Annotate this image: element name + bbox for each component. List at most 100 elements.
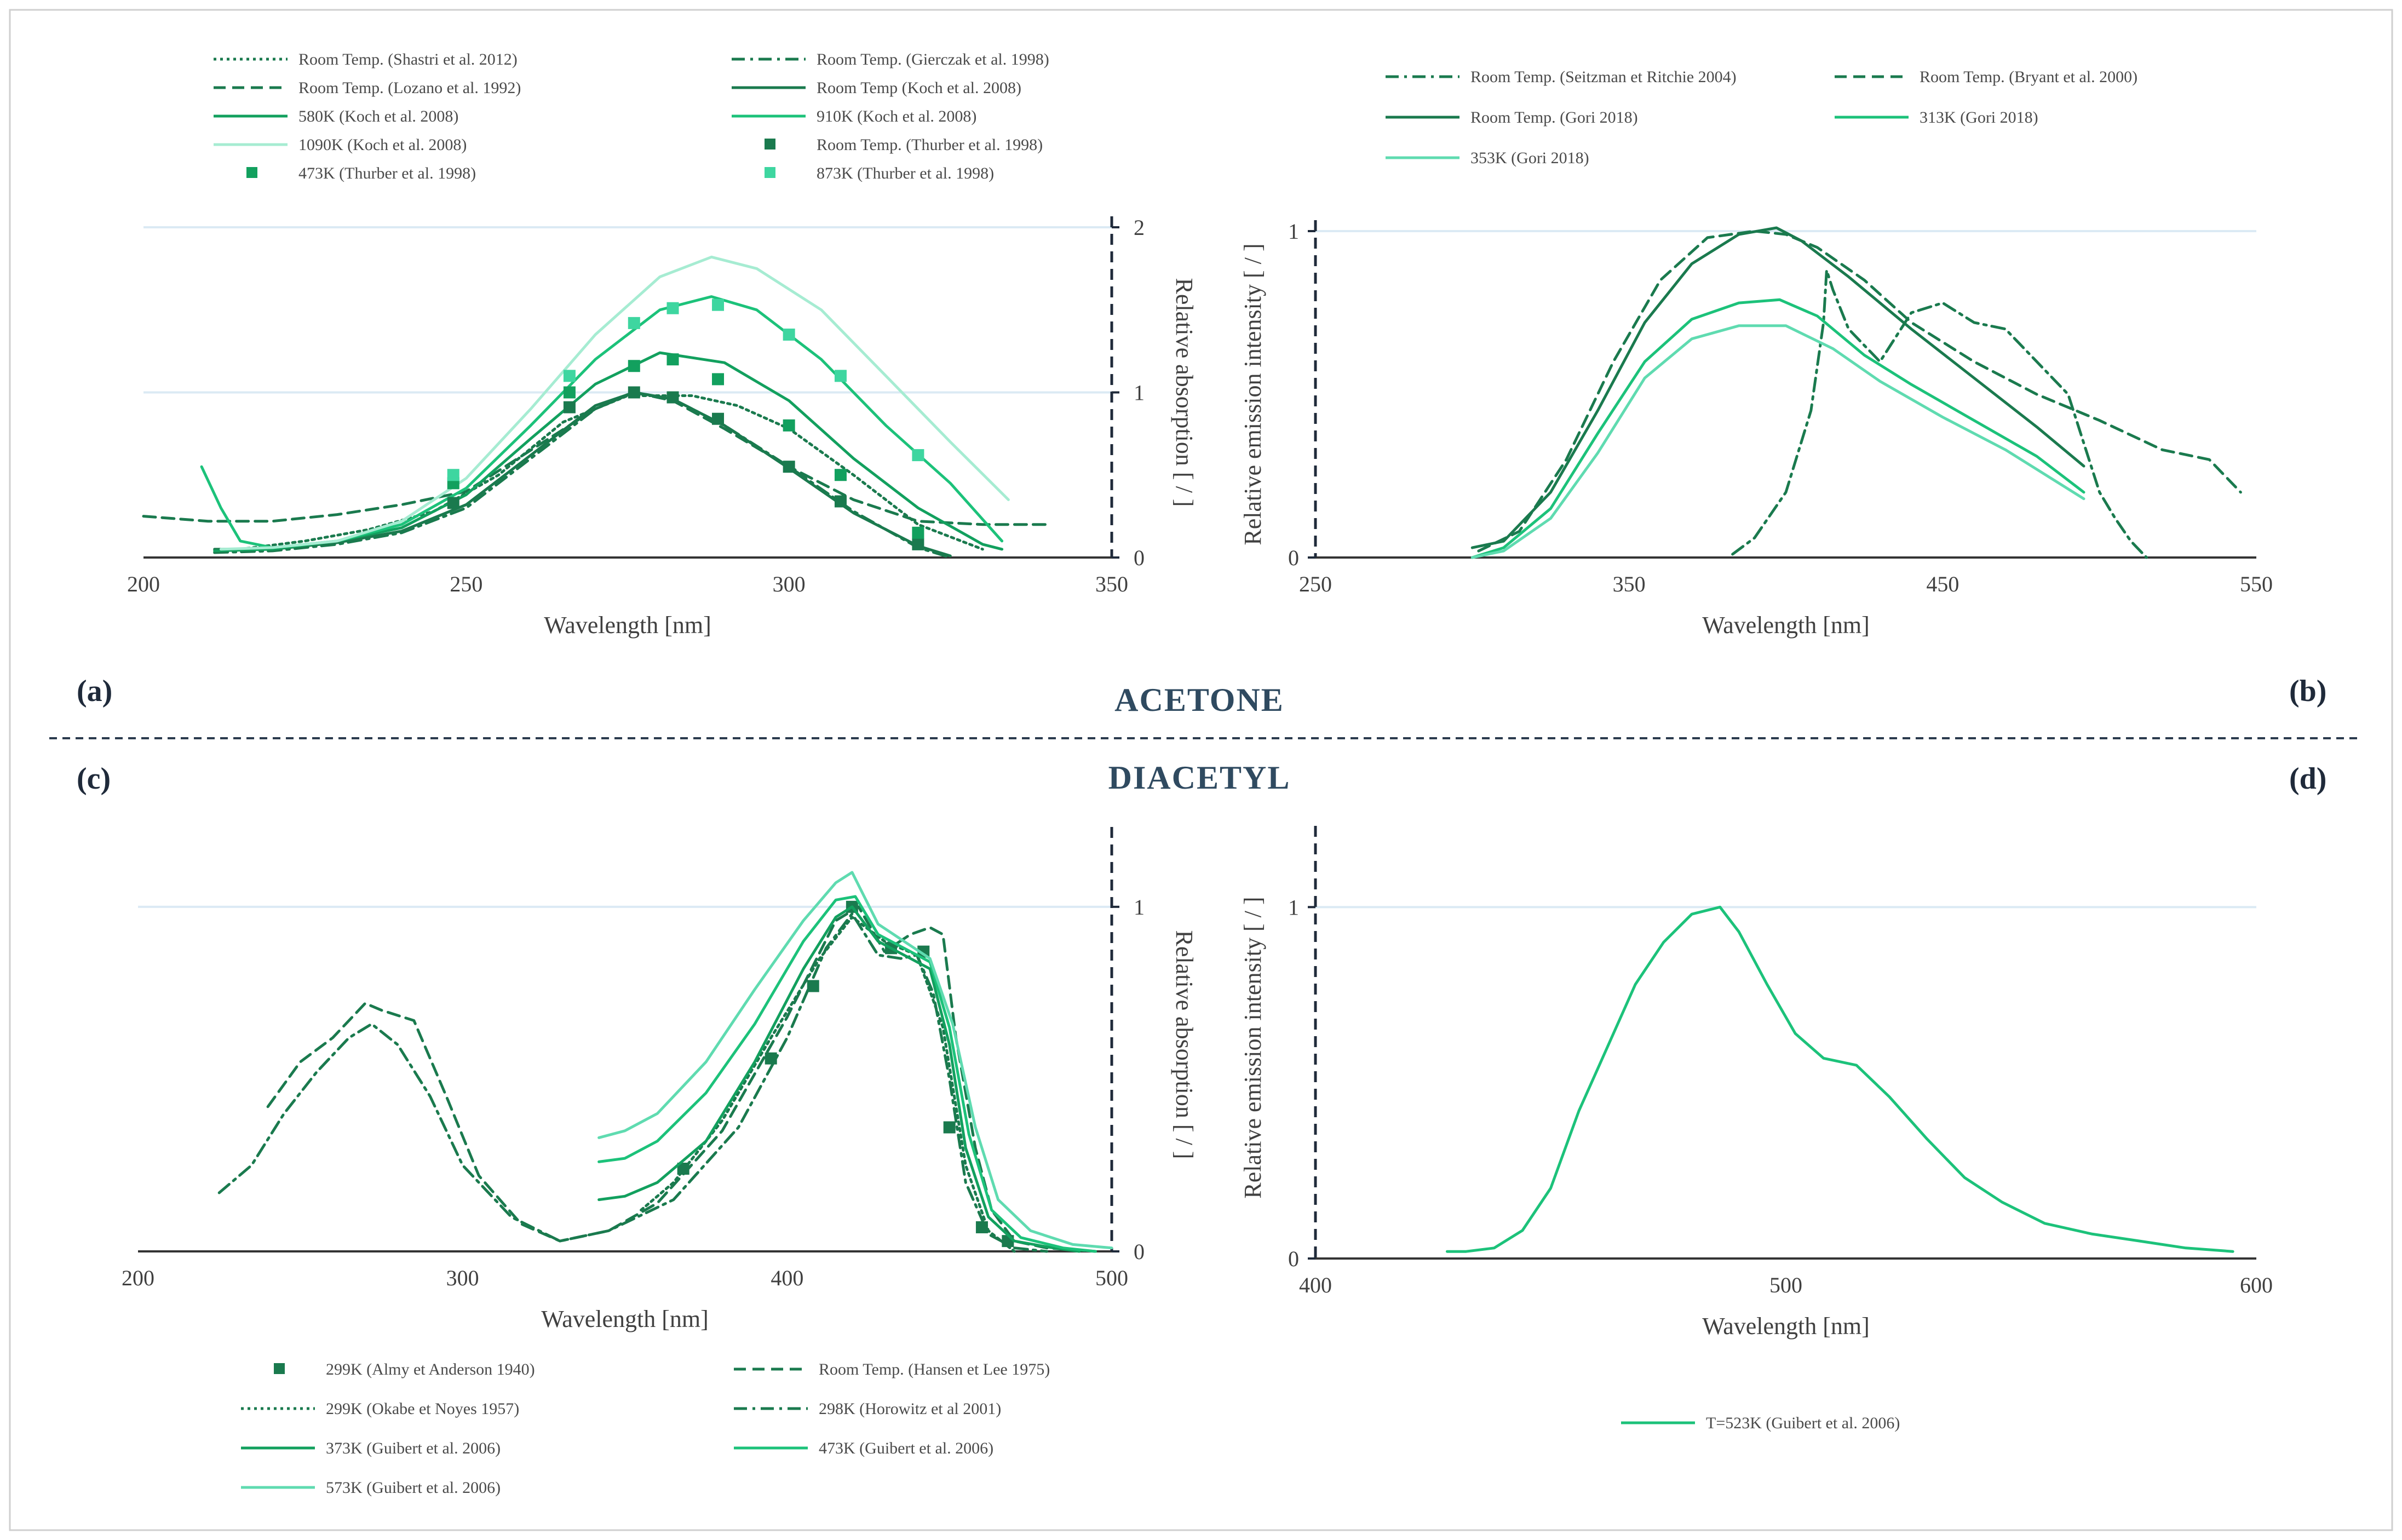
legend-item: 373K (Guibert et al. 2006) bbox=[241, 1439, 501, 1457]
series-a-2-line bbox=[142, 391, 1049, 526]
series-b-1-line bbox=[1477, 229, 2242, 553]
series-a-5-line bbox=[200, 295, 1004, 549]
x-tick-label: 500 bbox=[1769, 1273, 1802, 1297]
x-tick-label: 300 bbox=[773, 572, 806, 596]
data-point bbox=[834, 469, 847, 481]
series-a-6-line bbox=[219, 255, 1010, 551]
y-tick-label: 0 bbox=[1134, 545, 1145, 570]
y-tick-label: 1 bbox=[1288, 895, 1299, 920]
legend-label: Room Temp (Koch et al. 2008) bbox=[817, 79, 1021, 97]
series-b-3-line bbox=[1470, 298, 2085, 559]
legend-item: Room Temp (Koch et al. 2008) bbox=[732, 79, 1021, 97]
legend-item: 873K (Thurber et al. 1998) bbox=[765, 164, 994, 182]
y-axis-title: Relative absorption [ / ] bbox=[1171, 278, 1198, 507]
legend-item: 299K (Okabe et Noyes 1957) bbox=[241, 1400, 519, 1418]
y-axis-title: Relative emission intensity [ / ] bbox=[1239, 243, 1266, 545]
legend-label: 910K (Koch et al. 2008) bbox=[817, 107, 976, 125]
panel-label-d: (d) bbox=[2289, 762, 2326, 796]
y-tick-label: 0 bbox=[1288, 1246, 1299, 1271]
legend-label: 298K (Horowitz et al 2001) bbox=[819, 1400, 1001, 1418]
panel-label-a: (a) bbox=[77, 674, 112, 708]
section-title-acetone: ACETONE bbox=[1114, 682, 1284, 718]
legend-item: 473K (Guibert et al. 2006) bbox=[734, 1439, 993, 1457]
data-point bbox=[712, 412, 725, 425]
x-axis-title: Wavelength [nm] bbox=[541, 1306, 709, 1332]
legend-item: 473K (Thurber et al. 1998) bbox=[246, 164, 476, 182]
y-axis-title: Relative absorption [ / ] bbox=[1171, 930, 1198, 1159]
data-point bbox=[834, 495, 847, 508]
legend-label: 873K (Thurber et al. 1998) bbox=[817, 164, 994, 182]
legend-label: 353K (Gori 2018) bbox=[1470, 149, 1589, 167]
legend-item: T=523K (Guibert et al. 2006) bbox=[1621, 1414, 1900, 1432]
series-a-0-line bbox=[239, 394, 984, 551]
legend-item: Room Temp. (Gierczak et al. 1998) bbox=[732, 50, 1049, 68]
y-tick-label: 1 bbox=[1134, 895, 1145, 920]
x-tick-label: 500 bbox=[1095, 1266, 1128, 1290]
x-tick-label: 300 bbox=[446, 1266, 479, 1290]
series-a-7-markers bbox=[447, 386, 924, 550]
x-tick-label: 350 bbox=[1613, 572, 1646, 596]
y-tick-label: 2 bbox=[1134, 215, 1145, 240]
legend-label: Room Temp. (Hansen et Lee 1975) bbox=[819, 1360, 1050, 1378]
legend-item: 910K (Koch et al. 2008) bbox=[732, 107, 976, 125]
y-tick-label: 1 bbox=[1134, 381, 1145, 405]
data-point bbox=[447, 469, 459, 481]
data-point bbox=[912, 449, 924, 462]
legend-label: 573K (Guibert et al. 2006) bbox=[326, 1479, 501, 1497]
legend-item: Room Temp. (Bryant et al. 2000) bbox=[1835, 68, 2137, 86]
x-tick-label: 250 bbox=[450, 572, 482, 596]
data-point bbox=[834, 370, 847, 382]
section-title-diacetyl: DIACETYL bbox=[1108, 760, 1291, 796]
x-axis-title: Wavelength [nm] bbox=[1702, 1313, 1870, 1340]
x-tick-label: 450 bbox=[1926, 572, 1959, 596]
legend-item: 299K (Almy et Anderson 1940) bbox=[274, 1360, 535, 1378]
legend-label: 299K (Almy et Anderson 1940) bbox=[326, 1360, 535, 1378]
y-tick-label: 1 bbox=[1288, 219, 1299, 244]
figure-border bbox=[9, 9, 2393, 1531]
x-tick-label: 200 bbox=[127, 572, 160, 596]
legend-item: Room Temp. (Shastri et al. 2012) bbox=[214, 50, 518, 68]
legend-label: 1090K (Koch et al. 2008) bbox=[298, 136, 467, 154]
panel-label-b: (b) bbox=[2289, 674, 2326, 708]
data-point bbox=[712, 373, 725, 386]
panel-label-c: (c) bbox=[77, 762, 111, 796]
legend-label: Room Temp. (Bryant et al. 2000) bbox=[1920, 68, 2137, 86]
data-point bbox=[666, 302, 679, 314]
data-point bbox=[712, 298, 725, 311]
x-tick-label: 600 bbox=[2240, 1273, 2273, 1297]
data-point bbox=[628, 360, 640, 372]
series-c-2-line bbox=[640, 916, 1016, 1253]
legend-item: 353K (Gori 2018) bbox=[1386, 149, 1589, 167]
legend-label: 580K (Koch et al. 2008) bbox=[298, 107, 458, 125]
x-tick-label: 350 bbox=[1095, 572, 1128, 596]
data-point bbox=[912, 538, 924, 550]
series-d-0-line bbox=[1446, 905, 2234, 1253]
legend-label: Room Temp. (Thurber et al. 1998) bbox=[817, 136, 1043, 154]
series-c-3-line bbox=[217, 912, 1048, 1253]
legend-item: 573K (Guibert et al. 2006) bbox=[241, 1479, 501, 1497]
legend-label: Room Temp. (Gierczak et al. 1998) bbox=[817, 50, 1049, 68]
legend-swatch bbox=[765, 139, 775, 150]
legend-label: Room Temp. (Gori 2018) bbox=[1470, 108, 1638, 127]
series-c-5-line bbox=[597, 895, 1097, 1253]
x-axis-title: Wavelength [nm] bbox=[1702, 612, 1870, 639]
chart-panel-c: 200 300 400 500 Wavelength [nm] 0 1 Relative ab… bbox=[122, 827, 1198, 1497]
data-point bbox=[628, 317, 640, 329]
legend-item: Room Temp. (Hansen et Lee 1975) bbox=[734, 1360, 1050, 1378]
legend-swatch bbox=[246, 167, 257, 178]
data-point bbox=[783, 419, 795, 432]
data-point bbox=[943, 1121, 956, 1134]
chart-panel-a: 200 250 300 350 Wavelength [nm] 0 1 2 Relative a… bbox=[127, 50, 1198, 639]
data-point bbox=[447, 497, 459, 509]
x-tick-label: 400 bbox=[771, 1266, 803, 1290]
series-a-4-line bbox=[213, 351, 1004, 553]
chart-panel-d: 400 500 600 Wavelength [nm] 0 1 Relative emiss… bbox=[1239, 826, 2273, 1432]
data-point bbox=[563, 370, 576, 382]
legend-swatch bbox=[765, 167, 775, 178]
legend-label: 473K (Guibert et al. 2006) bbox=[819, 1439, 993, 1457]
series-c-4-line bbox=[597, 905, 1081, 1253]
series-b-0-line bbox=[1731, 269, 2148, 559]
x-tick-label: 200 bbox=[122, 1266, 154, 1290]
legend-item: Room Temp. (Thurber et al. 1998) bbox=[765, 136, 1043, 154]
